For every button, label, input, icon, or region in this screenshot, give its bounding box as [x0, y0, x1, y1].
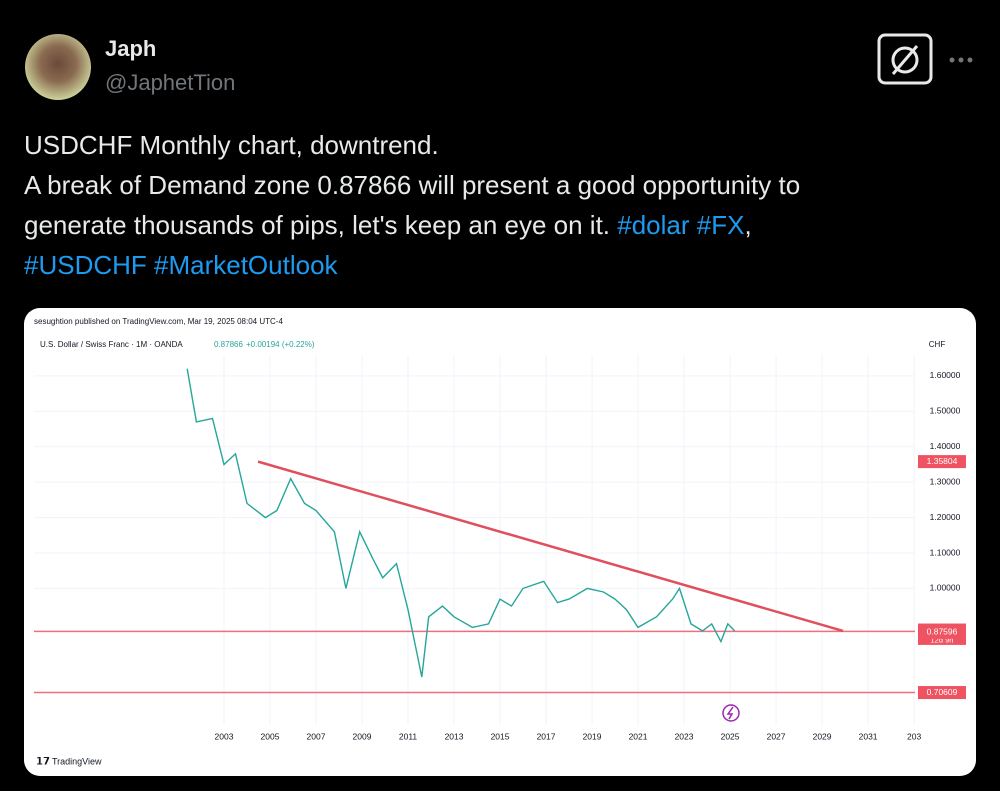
- grok-button[interactable]: [877, 33, 933, 85]
- last-price: 0.87866: [214, 340, 243, 349]
- avatar[interactable]: [25, 34, 91, 100]
- grok-icon: [891, 46, 919, 74]
- price-line: [186, 368, 736, 678]
- y-tick-label: 1.20000: [930, 512, 961, 522]
- y-tick-label: 1.50000: [930, 406, 961, 416]
- price-label-box: [918, 686, 966, 700]
- x-tick-label: 2019: [583, 731, 602, 741]
- tweet-line: generate thousands of pips, let's keep a…: [24, 205, 800, 245]
- price-label: 0.70609: [927, 687, 958, 697]
- x-tick-label: 2005: [261, 731, 280, 741]
- x-tick-label: 2025: [721, 731, 740, 741]
- x-tick-label: 2007: [307, 731, 326, 741]
- x-tick-label: 2009: [353, 731, 372, 741]
- tweet-line: A break of Demand zone 0.87866 will pres…: [24, 165, 800, 205]
- price-label: 0.87596: [927, 627, 958, 637]
- tweet-line: #USDCHF #MarketOutlook: [24, 245, 800, 285]
- text: generate thousands of pips, let's keep a…: [24, 210, 618, 240]
- hashtag[interactable]: #dolar #FX: [617, 210, 745, 240]
- tv-logo: 𝟭𝟳: [36, 757, 50, 768]
- x-tick-label: 2031: [859, 731, 878, 741]
- more-button[interactable]: [949, 57, 973, 63]
- y-tick-label: 1.60000: [930, 370, 961, 380]
- text: USDCHF Monthly chart, downtrend.: [24, 130, 439, 160]
- x-tick-label: 2003: [215, 731, 234, 741]
- grok-icon-slash: [891, 45, 919, 75]
- countdown: 12d 9h: [931, 635, 954, 644]
- chart: sesughtion published on TradingView.com,…: [34, 317, 966, 768]
- symbol: U.S. Dollar / Swiss Franc · 1M · OANDA: [40, 340, 183, 349]
- attribution: sesughtion published on TradingView.com,…: [34, 317, 283, 326]
- x-tick-label: 2023: [675, 731, 694, 741]
- x-tick-label: 2021: [629, 731, 648, 741]
- author-name[interactable]: Japh: [105, 36, 157, 61]
- hashtag[interactable]: #USDCHF #MarketOutlook: [24, 250, 338, 280]
- x-tick-label: 2015: [491, 731, 510, 741]
- x-tick-label: 2011: [399, 731, 418, 741]
- x-tick-label: 203: [907, 731, 921, 741]
- x-tick-label: 2017: [537, 731, 556, 741]
- y-tick-label: 1.40000: [930, 441, 961, 451]
- text: ,: [744, 210, 752, 240]
- trend-line: [257, 460, 844, 633]
- chart-image[interactable]: sesughtion published on TradingView.com,…: [24, 308, 976, 776]
- tweet-text: USDCHF Monthly chart, downtrend. A break …: [24, 125, 800, 285]
- author-handle[interactable]: @JaphetTion: [105, 70, 236, 95]
- tweet-line: USDCHF Monthly chart, downtrend.: [24, 125, 800, 165]
- event-icon[interactable]: [722, 704, 740, 722]
- x-tick-label: 2013: [445, 731, 464, 741]
- y-tick-label: 1.00000: [930, 583, 961, 593]
- price-label-box: [918, 455, 966, 469]
- x-tick-label: 2027: [767, 731, 786, 741]
- price-label: 1.35804: [927, 456, 958, 466]
- change: +0.00194 (+0.22%): [246, 340, 315, 349]
- x-tick-label: 2029: [813, 731, 832, 741]
- text: A break of Demand zone 0.87866 will pres…: [24, 170, 801, 200]
- y-tick-label: 1.10000: [930, 547, 961, 557]
- y-tick-label: 1.30000: [930, 476, 961, 486]
- watermark: TradingView: [52, 756, 102, 766]
- price-label-box: [918, 625, 966, 639]
- event-icon-bolt: [726, 706, 734, 720]
- currency: CHF: [929, 340, 946, 349]
- header-graphics: [25, 33, 973, 100]
